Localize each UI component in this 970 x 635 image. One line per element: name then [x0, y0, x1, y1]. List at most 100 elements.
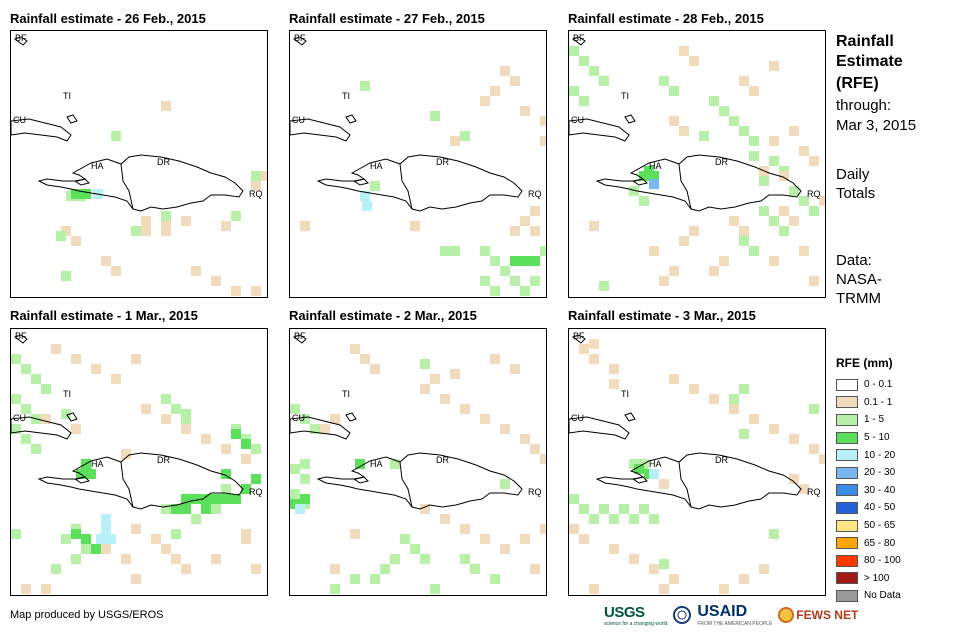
country-label: TI	[63, 389, 71, 399]
rainfall-cell	[11, 424, 21, 434]
country-label: TI	[621, 389, 629, 399]
rainfall-cell	[131, 574, 141, 584]
rainfall-cell	[241, 529, 251, 539]
rainfall-cell	[589, 584, 599, 594]
rainfall-cell	[769, 216, 779, 226]
country-label: RQ	[249, 189, 263, 199]
legend-item: 0.1 - 1	[836, 394, 901, 412]
rainfall-cell	[749, 414, 759, 424]
rainfall-cell	[809, 404, 819, 414]
legend-label: 0 - 0.1	[864, 379, 893, 391]
legend-item: 80 - 100	[836, 552, 901, 570]
rainfall-cell	[171, 529, 181, 539]
rainfall-cell	[659, 584, 669, 594]
rainfall-cell	[61, 271, 71, 281]
rainfall-cell	[729, 116, 739, 126]
rainfall-cell	[759, 176, 769, 186]
rainfall-cell	[679, 46, 689, 56]
fewsnet-logo-text: FEWS NET	[796, 608, 859, 622]
rainfall-cell	[101, 256, 111, 266]
border-line	[678, 461, 692, 508]
rainfall-cell	[799, 246, 809, 256]
usgs-logo: USGS science for a changing world	[604, 604, 667, 627]
rainfall-cell	[649, 246, 659, 256]
rainfall-cell	[639, 196, 649, 206]
country-label: CU	[13, 115, 26, 125]
rainfall-cell	[599, 281, 609, 291]
rainfall-cell	[362, 201, 372, 211]
rainfall-cell	[500, 424, 510, 434]
rainfall-cell	[111, 266, 121, 276]
rainfall-cell	[530, 276, 540, 286]
rainfall-cell	[490, 574, 500, 584]
rainfall-cell	[181, 409, 191, 419]
rainfall-cell	[460, 554, 470, 564]
country-label: RQ	[807, 189, 821, 199]
panel-title: Rainfall estimate - 1 Mar., 2015	[10, 308, 198, 323]
rainfall-cell	[350, 344, 360, 354]
rainfall-cell	[540, 524, 546, 534]
rainfall-cell	[181, 564, 191, 574]
map-panel: BF TI CU HA DR RQ	[10, 30, 268, 298]
rainfall-cell	[141, 216, 151, 226]
rainfall-cell	[21, 584, 31, 594]
fewsnet-globe-icon	[778, 607, 795, 623]
map-panel: BF TI CU HA DR RQ	[568, 328, 826, 596]
rainfall-cell	[709, 394, 719, 404]
rainfall-cell	[739, 574, 749, 584]
rainfall-cell	[221, 484, 231, 494]
rainfall-cell	[739, 236, 749, 246]
rainfall-cell	[330, 584, 340, 594]
rainfall-cell	[390, 554, 400, 564]
border-line	[678, 163, 692, 210]
rainfall-map: BF TI CU HA DR RQ	[290, 331, 546, 594]
legend-swatch	[836, 501, 858, 514]
rainfall-cell	[161, 394, 171, 404]
panel-title: Rainfall estimate - 2 Mar., 2015	[289, 308, 477, 323]
rainfall-cell	[300, 414, 310, 424]
rainfall-cell	[131, 524, 141, 534]
rainfall-cell	[21, 364, 31, 374]
rainfall-cell	[221, 444, 231, 454]
rainfall-cell	[609, 379, 619, 389]
through-date: Mar 3, 2015	[836, 117, 917, 134]
rainfall-cell	[290, 489, 300, 499]
map-title-line: Estimate	[836, 53, 903, 70]
rainfall-cell	[669, 374, 679, 384]
legend-swatch	[836, 466, 858, 479]
rainfall-cell	[629, 514, 639, 524]
rainfall-cell	[719, 106, 729, 116]
rainfall-cell	[201, 494, 211, 504]
rainfall-cell	[51, 344, 61, 354]
legend-swatch	[836, 519, 858, 532]
rainfall-cell	[71, 354, 81, 364]
rainfall-cell	[809, 276, 819, 286]
rainfall-cell	[769, 529, 779, 539]
rainfall-cell	[101, 514, 111, 524]
usgs-tagline: science for a changing world	[604, 620, 668, 627]
rainfall-cell	[161, 101, 171, 111]
country-label: DR	[436, 455, 449, 465]
daily-label: Daily	[836, 166, 870, 183]
rainfall-cell	[71, 554, 81, 564]
legend-label: 1 - 5	[864, 414, 885, 426]
rainfall-cell	[789, 126, 799, 136]
legend-item: 30 - 40	[836, 482, 901, 500]
rainfall-cell	[520, 256, 530, 266]
rainfall-cell	[540, 246, 546, 256]
rainfall-cell	[91, 364, 101, 374]
rainfall-cell	[520, 434, 530, 444]
rainfall-cell	[599, 504, 609, 514]
rainfall-cell	[579, 56, 589, 66]
rainfall-cell	[809, 156, 819, 166]
legend-item: 5 - 10	[836, 429, 901, 447]
rainfall-cell	[500, 266, 510, 276]
country-label: BF	[573, 33, 585, 43]
rainfall-cell	[520, 106, 530, 116]
country-label: RQ	[249, 487, 263, 497]
rainfall-cell	[420, 359, 430, 369]
legend-item: 40 - 50	[836, 499, 901, 517]
gonave-coastline	[631, 476, 648, 484]
rainfall-cell	[689, 226, 699, 236]
rainfall-cell	[121, 554, 131, 564]
